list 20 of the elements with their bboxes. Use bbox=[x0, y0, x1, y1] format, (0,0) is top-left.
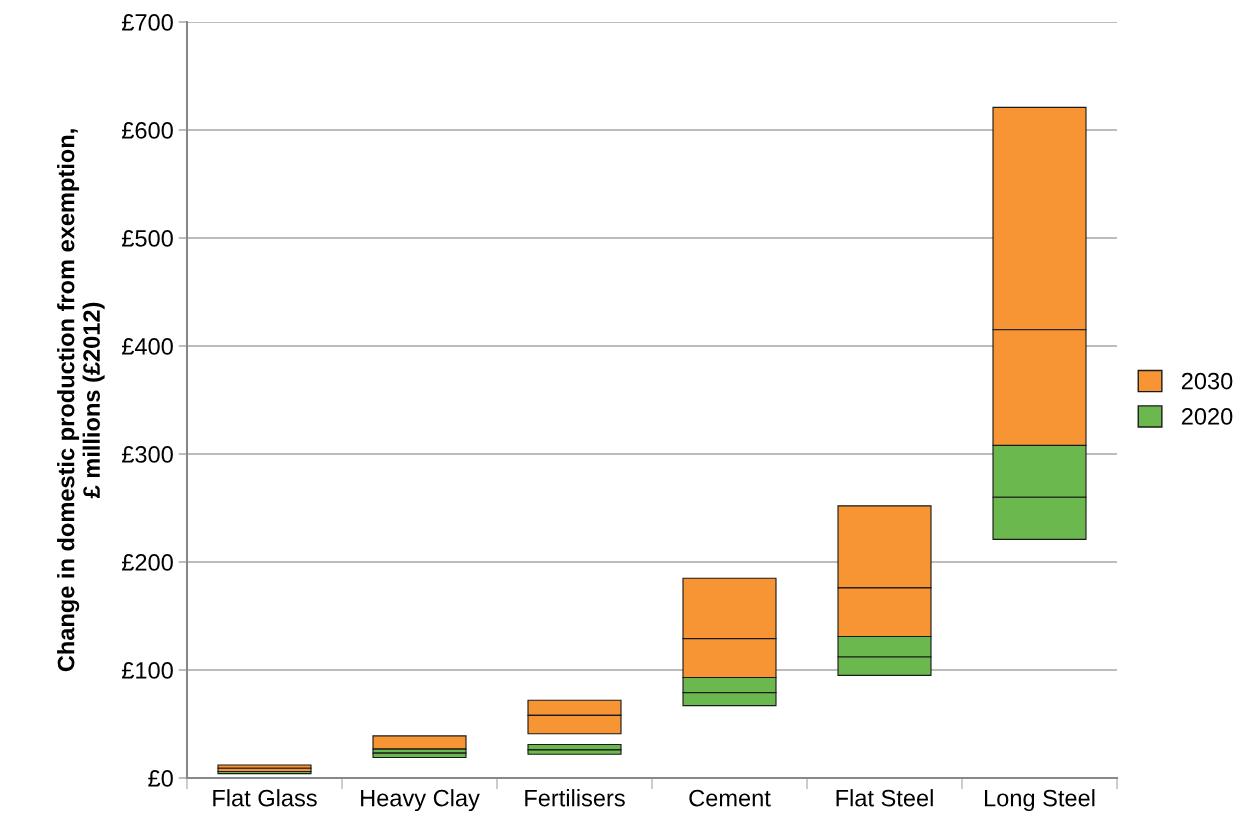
x-tick-label: Heavy Clay bbox=[361, 789, 480, 812]
y-tick-label: £300 bbox=[121, 446, 173, 463]
y-tick-label: £400 bbox=[121, 338, 173, 355]
bar bbox=[372, 752, 467, 759]
x-tick-label: Flat Glass bbox=[213, 789, 317, 807]
x-tick-label: Long Steel bbox=[984, 789, 1095, 812]
legend-label: 2030 bbox=[1181, 372, 1233, 390]
bar bbox=[217, 764, 312, 769]
y-tick-label: £200 bbox=[121, 554, 173, 571]
y-tick-label: £500 bbox=[121, 230, 173, 247]
x-tick-label: Flat Steel bbox=[836, 789, 933, 807]
x-tick-label: Fertilisers bbox=[525, 789, 625, 807]
y-tick-label: £600 bbox=[121, 122, 173, 139]
y-axis-title: Change in domestic production from exemption, £ millions (£2012) bbox=[57, 129, 105, 672]
y-tick-label: £100 bbox=[121, 662, 173, 679]
y-tick-label: £700 bbox=[121, 14, 173, 31]
legend-label: 2020 bbox=[1181, 408, 1233, 425]
y-tick-label: £0 bbox=[148, 770, 173, 787]
bar bbox=[372, 735, 467, 750]
x-tick-label: Cement bbox=[689, 789, 771, 807]
